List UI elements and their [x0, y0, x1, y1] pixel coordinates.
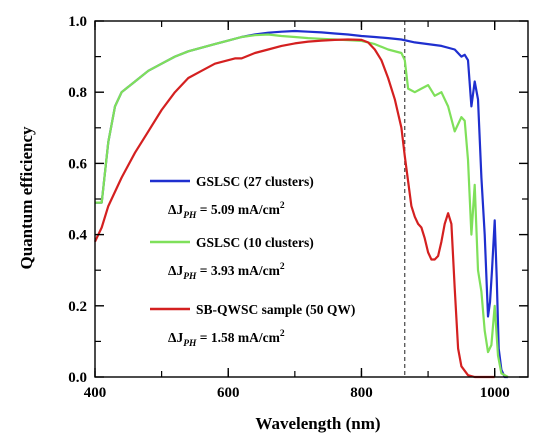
x-tick-label: 1000 [480, 385, 510, 401]
legend-note-0: ΔJPH = 5.09 mA/cm2 [168, 201, 285, 221]
legend-note-1: ΔJPH = 3.93 mA/cm2 [168, 262, 285, 282]
series-line-1 [95, 33, 509, 378]
series-line-2 [94, 38, 495, 379]
series-line-0 [95, 29, 508, 379]
x-tick-label: 400 [84, 385, 107, 401]
legend-label-0: GSLSC (27 clusters) [196, 174, 314, 189]
legend-label-1: GSLSC (10 clusters) [196, 235, 314, 250]
legend-note-2: ΔJPH = 1.58 mA/cm2 [168, 329, 285, 349]
y-tick-label: 0.4 [68, 228, 87, 244]
x-tick-label: 800 [350, 385, 373, 401]
y-tick-label: 0.8 [68, 85, 87, 101]
legend-label-2: SB-QWSC sample (50 QW) [196, 302, 355, 317]
y-tick-label: 0.2 [68, 299, 87, 315]
plot-frame [94, 20, 529, 378]
axes-layer: 400 600 800 1000 0.0 0.2 0.4 0.6 0.8 1.0 [68, 14, 529, 401]
y-tick-label: 0.6 [68, 156, 87, 172]
x-axis-title: Wavelength (nm) [255, 414, 380, 433]
x-tick-label: 600 [217, 385, 240, 401]
legend: GSLSC (27 clusters) ΔJPH = 5.09 mA/cm2 GSL… [150, 174, 355, 349]
y-tick-label: 1.0 [68, 14, 87, 30]
series-layer [94, 29, 509, 379]
y-axis-title: Quantum efficiency [17, 126, 36, 270]
y-tick-label: 0.0 [68, 370, 87, 386]
